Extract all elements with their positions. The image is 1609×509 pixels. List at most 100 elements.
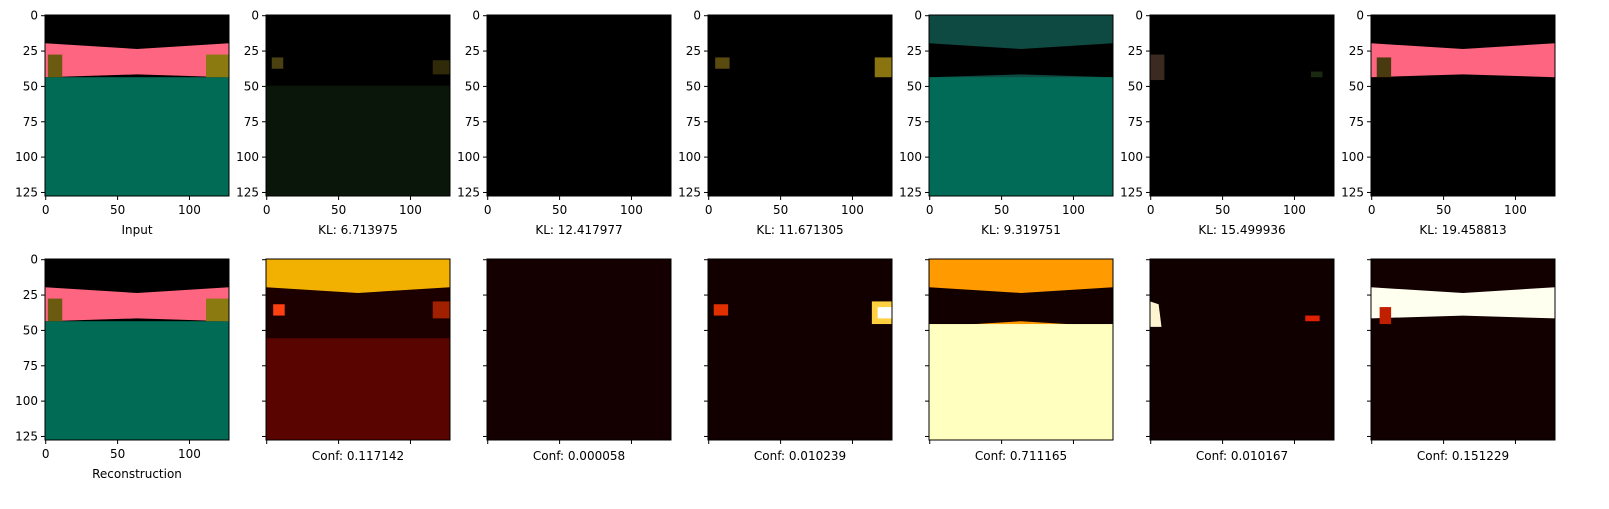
image-region bbox=[432, 301, 450, 319]
axes-frame bbox=[486, 14, 672, 197]
x-tick-label: 50 bbox=[1215, 203, 1230, 217]
image-region bbox=[1379, 307, 1392, 325]
x-tick-label: 0 bbox=[926, 203, 934, 217]
panel-caption: Conf: 0.151229 bbox=[1417, 449, 1509, 463]
y-tick-label: 75 bbox=[686, 115, 701, 129]
panel-caption: KL: 6.713975 bbox=[318, 223, 398, 237]
image-region bbox=[713, 304, 729, 316]
axes-frame bbox=[44, 14, 230, 197]
y-tick-label: 125 bbox=[15, 429, 38, 443]
axes-frame bbox=[1370, 14, 1556, 197]
y-tick-label: 50 bbox=[1128, 79, 1143, 93]
y-tick-label: 100 bbox=[1341, 150, 1364, 164]
y-tick-label: 25 bbox=[23, 44, 38, 58]
x-tick-label: 50 bbox=[552, 203, 567, 217]
panel-caption: Input bbox=[121, 223, 152, 237]
x-tick-label: 100 bbox=[1504, 203, 1527, 217]
panel-caption: KL: 19.458813 bbox=[1419, 223, 1506, 237]
y-tick-label: 100 bbox=[236, 150, 259, 164]
y-tick-label: 100 bbox=[15, 150, 38, 164]
image-region bbox=[715, 57, 730, 69]
y-tick-label: 50 bbox=[1349, 79, 1364, 93]
image-region bbox=[929, 43, 1113, 78]
x-tick-label: 0 bbox=[42, 203, 50, 217]
image-region bbox=[432, 60, 450, 75]
y-tick-label: 0 bbox=[30, 9, 38, 23]
y-tick-label: 25 bbox=[244, 44, 259, 58]
y-tick-label: 125 bbox=[457, 185, 480, 199]
image-region bbox=[1150, 15, 1334, 196]
x-tick-label: 0 bbox=[1147, 203, 1155, 217]
image-panel: 0 50 100 0 25 50 75 100 125 KL: 15.499936 bbox=[1120, 9, 1335, 237]
y-tick-label: 75 bbox=[23, 115, 38, 129]
image-region bbox=[45, 43, 229, 78]
y-tick-label: 100 bbox=[899, 150, 922, 164]
y-tick-label: 125 bbox=[678, 185, 701, 199]
y-tick-label: 75 bbox=[1128, 115, 1143, 129]
y-tick-label: 50 bbox=[465, 79, 480, 93]
image-panel: 0 50 100 0 25 50 75 100 125 Reconstruction bbox=[15, 253, 230, 481]
panel-caption: KL: 11.671305 bbox=[756, 223, 843, 237]
y-tick-label: 50 bbox=[23, 79, 38, 93]
image-region bbox=[929, 77, 1113, 196]
panel-caption: Conf: 0.000058 bbox=[533, 449, 625, 463]
panel-caption: Conf: 0.117142 bbox=[312, 449, 404, 463]
axes-frame bbox=[707, 258, 893, 441]
image-region bbox=[47, 298, 63, 322]
image-region bbox=[1311, 71, 1323, 78]
image-panel: 0 50 100 0 25 50 75 100 125 KL: 12.417977 bbox=[457, 9, 672, 237]
y-tick-label: 0 bbox=[1356, 9, 1364, 23]
axes-frame bbox=[928, 14, 1114, 197]
y-tick-label: 75 bbox=[23, 359, 38, 373]
image-region bbox=[266, 259, 450, 293]
axes-frame bbox=[928, 258, 1114, 441]
axes-frame bbox=[707, 14, 893, 197]
x-tick-label: 100 bbox=[178, 447, 201, 461]
x-tick-label: 50 bbox=[331, 203, 346, 217]
y-tick-label: 75 bbox=[907, 115, 922, 129]
image-panel: 0 50 100 0 25 50 75 100 125 Input bbox=[15, 9, 230, 237]
y-tick-label: 0 bbox=[251, 9, 259, 23]
x-tick-label: 0 bbox=[263, 203, 271, 217]
y-tick-label: 125 bbox=[236, 185, 259, 199]
x-tick-label: 50 bbox=[110, 447, 125, 461]
image-panel: 0 50 100 0 25 50 75 100 125 KL: 6.713975 bbox=[236, 9, 451, 237]
x-tick-label: 50 bbox=[773, 203, 788, 217]
x-tick-label: 100 bbox=[399, 203, 422, 217]
image-region bbox=[1150, 301, 1162, 327]
image-region bbox=[45, 321, 229, 440]
image-region bbox=[1371, 259, 1555, 440]
y-tick-label: 75 bbox=[465, 115, 480, 129]
image-panel: Conf: 0.000058 bbox=[483, 258, 672, 463]
image-region bbox=[1371, 15, 1555, 196]
y-tick-label: 25 bbox=[1349, 44, 1364, 58]
y-tick-label: 125 bbox=[899, 185, 922, 199]
x-tick-label: 100 bbox=[1062, 203, 1085, 217]
y-tick-label: 50 bbox=[907, 79, 922, 93]
image-region bbox=[273, 304, 285, 316]
y-tick-label: 0 bbox=[1135, 9, 1143, 23]
x-tick-label: 0 bbox=[42, 447, 50, 461]
y-tick-label: 0 bbox=[30, 253, 38, 267]
y-tick-label: 25 bbox=[465, 44, 480, 58]
image-region bbox=[47, 54, 63, 78]
axes-frame bbox=[1370, 258, 1556, 441]
x-tick-label: 0 bbox=[1368, 203, 1376, 217]
image-region bbox=[874, 57, 892, 78]
image-region bbox=[206, 54, 229, 78]
y-tick-label: 25 bbox=[907, 44, 922, 58]
image-region bbox=[1371, 43, 1555, 78]
axes-frame bbox=[265, 258, 451, 441]
y-tick-label: 100 bbox=[457, 150, 480, 164]
panel-caption: KL: 15.499936 bbox=[1198, 223, 1285, 237]
y-tick-label: 100 bbox=[15, 394, 38, 408]
x-tick-label: 100 bbox=[1283, 203, 1306, 217]
y-tick-label: 100 bbox=[678, 150, 701, 164]
y-tick-label: 50 bbox=[686, 79, 701, 93]
y-tick-label: 100 bbox=[1120, 150, 1143, 164]
image-region bbox=[45, 287, 229, 322]
y-tick-label: 25 bbox=[1128, 44, 1143, 58]
image-panel: 0 50 100 0 25 50 75 100 125 KL: 9.319751 bbox=[899, 9, 1114, 237]
axes-frame bbox=[44, 258, 230, 441]
